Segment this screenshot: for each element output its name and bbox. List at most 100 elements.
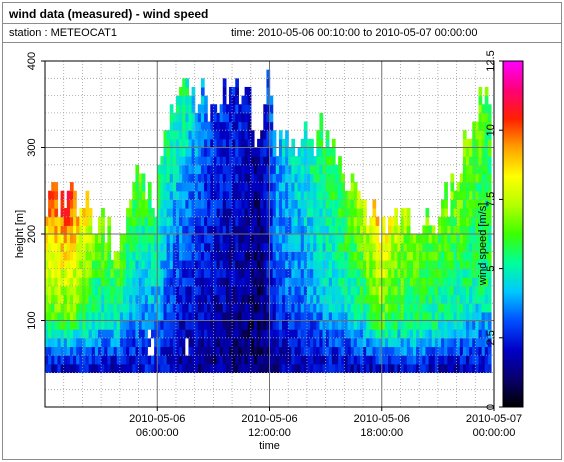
heatmap-cell (322, 303, 327, 313)
heatmap-cell (213, 294, 218, 304)
heatmap-cell (441, 251, 445, 261)
heatmap-cell (138, 355, 143, 365)
heatmap-cell (219, 173, 224, 183)
heatmap-cell (104, 242, 108, 252)
heatmap-cell (200, 225, 205, 235)
heatmap-cell (266, 173, 271, 183)
heatmap-cell (272, 182, 277, 192)
heatmap-cell (141, 337, 146, 348)
heatmap-cell (73, 208, 77, 218)
heatmap-cell (269, 225, 274, 235)
colorbar-tick-label: 5 (485, 266, 497, 272)
heatmap-cell (116, 355, 121, 365)
heatmap-cell (73, 285, 77, 296)
heatmap-cell (481, 121, 486, 131)
heatmap-cell (66, 208, 71, 218)
heatmap-cell (73, 251, 77, 261)
heatmap-cell (472, 156, 476, 166)
heatmap-cell (260, 182, 264, 192)
heatmap-cell (135, 208, 140, 218)
heatmap-cell (272, 199, 277, 209)
heatmap-cell (475, 121, 480, 131)
heatmap-cell (469, 320, 473, 330)
heatmap-cell (441, 329, 445, 339)
heatmap-cell (282, 208, 286, 218)
heatmap-cell (350, 303, 355, 313)
heatmap-cell (447, 285, 452, 296)
heatmap-cell (363, 225, 367, 235)
heatmap-cell (294, 199, 299, 209)
heatmap-cell (219, 268, 224, 278)
heatmap-cell (197, 147, 202, 157)
heatmap-cell (306, 164, 311, 175)
heatmap-cell (60, 242, 65, 252)
heatmap-cell (469, 234, 473, 244)
heatmap-cell (185, 303, 190, 313)
heatmap-cell (428, 268, 433, 278)
heatmap-cell (194, 363, 199, 373)
heatmap-cell (260, 242, 264, 252)
heatmap-cell (60, 320, 65, 330)
heatmap-cell (45, 363, 49, 373)
heatmap-cell (241, 346, 246, 356)
heatmap-cell (325, 173, 330, 183)
heatmap-cell (263, 156, 268, 166)
heatmap-cell (419, 277, 423, 287)
heatmap-cell (119, 268, 124, 278)
heatmap-cell (88, 346, 93, 356)
heatmap-cell (425, 251, 430, 261)
heatmap-cell (297, 355, 302, 365)
heatmap-cell (419, 294, 423, 304)
heatmap-cell (144, 355, 149, 365)
heatmap-cell (229, 138, 233, 149)
heatmap-cell (456, 225, 461, 235)
heatmap-cell (306, 234, 311, 244)
heatmap-cell (341, 216, 345, 226)
heatmap-cell (166, 130, 171, 140)
heatmap-cell (182, 164, 186, 175)
heatmap-cell (51, 208, 55, 218)
heatmap-cell (400, 234, 405, 244)
heatmap-cell (447, 225, 452, 235)
heatmap-cell (388, 320, 392, 330)
heatmap-cell (225, 138, 230, 149)
heatmap-cell (447, 355, 452, 365)
heatmap-cell (472, 190, 476, 200)
heatmap-cell (266, 311, 271, 322)
heatmap-cell (188, 95, 193, 105)
heatmap-cell (216, 355, 221, 365)
heatmap-cell (101, 303, 105, 313)
heatmap-cell (466, 355, 470, 365)
heatmap-cell (422, 363, 427, 373)
heatmap-cell (85, 329, 90, 339)
heatmap-cell (472, 303, 476, 313)
heatmap-cell (157, 337, 161, 348)
heatmap-cell (104, 363, 108, 373)
heatmap-cell (359, 355, 364, 365)
heatmap-cell (235, 199, 239, 209)
heatmap-cell (484, 190, 489, 200)
heatmap-cell (353, 294, 358, 304)
heatmap-cell (101, 311, 105, 322)
heatmap-cell (160, 346, 165, 356)
heatmap-cell (104, 277, 108, 287)
heatmap-cell (132, 337, 137, 348)
heatmap-cell (116, 337, 121, 348)
heatmap-cell (253, 285, 258, 296)
heatmap-cell (76, 251, 80, 261)
heatmap-cell (335, 234, 339, 244)
heatmap-cell (310, 294, 314, 304)
heatmap-cell (225, 147, 230, 157)
heatmap-cell (316, 242, 321, 252)
heatmap-cell (204, 311, 208, 322)
heatmap-cell (322, 199, 327, 209)
heatmap-cell (119, 285, 124, 296)
heatmap-cell (300, 216, 305, 226)
heatmap-cell (132, 182, 137, 192)
heatmap-cell (200, 355, 205, 365)
heatmap-cell (194, 112, 199, 123)
heatmap-cell (147, 251, 152, 261)
heatmap-cell (197, 363, 202, 373)
heatmap-cell (185, 363, 190, 373)
heatmap-cell (191, 337, 196, 348)
